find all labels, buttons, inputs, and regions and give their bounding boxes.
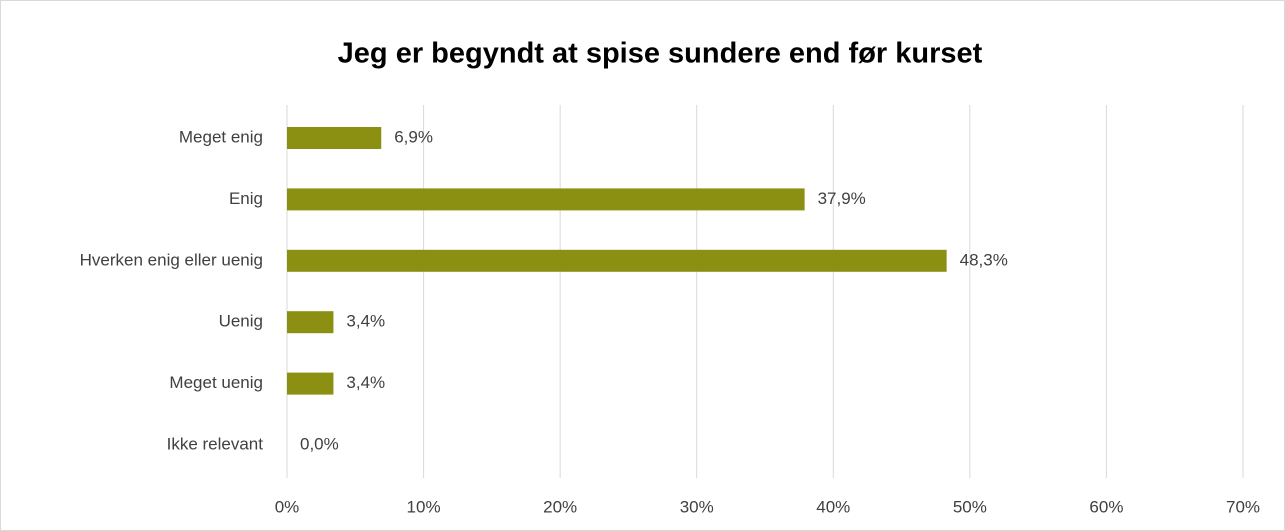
y-tick-label: Meget uenig bbox=[169, 373, 263, 392]
value-label: 0,0% bbox=[300, 434, 339, 453]
bar bbox=[287, 372, 334, 395]
x-tick-label: 30% bbox=[680, 497, 714, 516]
x-tick-label: 60% bbox=[1089, 497, 1123, 516]
y-tick-label: Ikke relevant bbox=[167, 434, 264, 453]
x-tick-label: 70% bbox=[1226, 497, 1260, 516]
bar bbox=[287, 311, 334, 334]
y-tick-label: Uenig bbox=[219, 312, 263, 331]
y-tick-label: Enig bbox=[229, 189, 263, 208]
chart-title: Jeg er begyndt at spise sundere end før … bbox=[338, 38, 983, 70]
x-tick-label: 40% bbox=[816, 497, 850, 516]
value-label: 3,4% bbox=[346, 312, 385, 331]
x-tick-label: 10% bbox=[407, 497, 441, 516]
x-tick-label: 50% bbox=[953, 497, 987, 516]
bar bbox=[287, 249, 947, 272]
value-label: 37,9% bbox=[818, 189, 866, 208]
value-label: 48,3% bbox=[960, 250, 1008, 269]
y-tick-label: Meget enig bbox=[179, 127, 263, 146]
x-tick-label: 0% bbox=[275, 497, 300, 516]
bar bbox=[287, 127, 382, 149]
y-tick-label: Hverken enig eller uenig bbox=[80, 250, 263, 269]
value-label: 6,9% bbox=[394, 127, 433, 146]
value-label: 3,4% bbox=[346, 373, 385, 392]
x-tick-label: 20% bbox=[543, 497, 577, 516]
bar bbox=[287, 188, 805, 211]
